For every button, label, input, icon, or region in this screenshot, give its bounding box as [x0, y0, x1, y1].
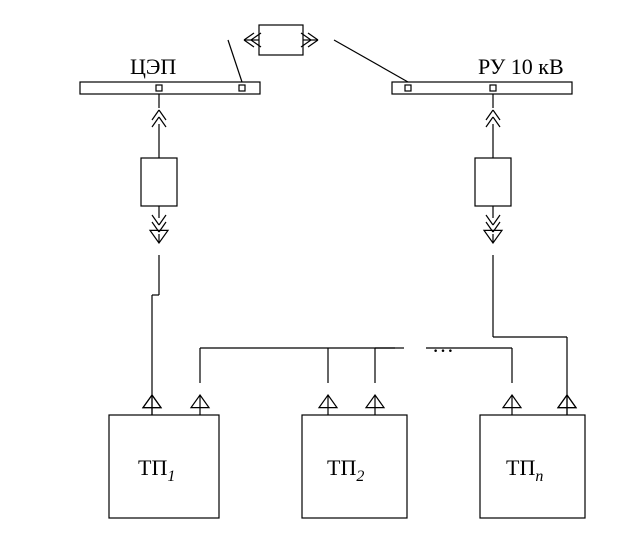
- svg-text:…: …: [432, 332, 454, 357]
- svg-text:ТП2: ТП2: [327, 455, 364, 485]
- svg-text:ТП1: ТП1: [138, 455, 175, 485]
- single-line-diagram: ЦЭП РУ 10 кВ ТП1 ТП2 ТПn …: [0, 0, 644, 542]
- svg-text:ЦЭП: ЦЭП: [130, 54, 176, 79]
- svg-text:РУ 10 кВ: РУ 10 кВ: [478, 54, 564, 79]
- svg-text:ТПn: ТПn: [506, 455, 543, 485]
